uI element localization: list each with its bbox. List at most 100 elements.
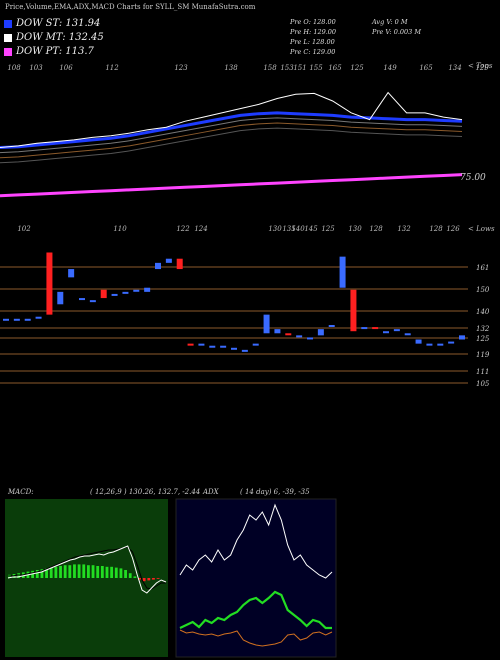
top-tick-label: 134 [448, 64, 461, 72]
adx-line-white [179, 503, 333, 579]
macd-histogram-bar [68, 565, 72, 578]
candle [46, 252, 53, 315]
candle [89, 300, 96, 303]
legend-dow-pt-label: DOW PT: 113.7 [16, 46, 94, 57]
top-tick-labels: 108 103 106 112 123 138 158 153 151 155 165 125 149 1… [7, 64, 489, 72]
top-tick-label: 125 [350, 64, 364, 72]
candle [100, 289, 107, 299]
macd-histogram-bar [124, 570, 127, 578]
ema-band-line [0, 127, 463, 164]
series-line-dow-st [0, 111, 463, 150]
ohlc-high: Pre H: 129.00 [290, 28, 337, 36]
candle [415, 339, 422, 344]
macd-histogram-bar [100, 566, 104, 578]
ohlc-open: Pre O: 128.00 [290, 18, 336, 26]
price-tick-label: 150 [476, 286, 490, 294]
candle [317, 329, 324, 336]
top-tick-label: 165 [328, 64, 342, 72]
macd-histogram-bar [63, 565, 67, 578]
candle [328, 325, 335, 327]
candles [3, 252, 465, 352]
bottom-tick-label: 128 [369, 225, 383, 233]
ohlc-low: Pre L: 128.00 [290, 38, 335, 46]
top-tick-label: 153 [280, 64, 294, 72]
candle [285, 333, 292, 336]
macd-histogram-bar [156, 578, 160, 579]
bottom-tick-label: 102 [17, 225, 31, 233]
macd-histogram-bar [119, 568, 123, 578]
macd-histogram-bar [138, 578, 141, 580]
candle [3, 318, 9, 321]
price-tick-label: 161 [476, 264, 489, 272]
macd-histogram-bar [152, 578, 155, 580]
macd-histogram-bar [45, 568, 48, 578]
price-label-75: 75.00 [460, 173, 486, 183]
macd-histogram-bar [105, 566, 109, 578]
macd-values: ( 12,26,9 ) 130.26, 132.7, -2.44 [90, 488, 201, 496]
legend-dow-mt: DOW MT: 132.45 [4, 32, 104, 43]
lows-axis-label: < Lows [468, 225, 495, 233]
bottom-tick-label: 145 [304, 225, 318, 233]
top-tick-label: 155 [309, 64, 323, 72]
candle [372, 327, 379, 330]
macd-histogram-bar [147, 578, 151, 581]
price-tick-label: 111 [476, 368, 489, 376]
top-tick-label: 138 [224, 64, 238, 72]
macd-histogram-bar [73, 564, 76, 578]
candle [111, 293, 118, 296]
bottom-tick-label: 110 [113, 225, 127, 233]
macd-label: MACD: [8, 488, 34, 496]
bottom-tick-label: 128 [429, 225, 443, 233]
top-tick-label: 112 [105, 64, 119, 72]
chart-title: Price,Volume,EMA,ADX,MACD Charts for SYL… [5, 3, 256, 11]
macd-histogram-bar [133, 576, 137, 578]
top-tick-label: 149 [383, 64, 397, 72]
top-tick-label: 106 [59, 64, 73, 72]
candle [176, 258, 183, 270]
adx-label: ADX [203, 488, 219, 496]
macd-histogram-bar [40, 569, 44, 578]
macd-chart [7, 545, 167, 594]
candle [437, 343, 444, 346]
ohlc-close: Pre C: 129.00 [290, 48, 336, 56]
ema-lines [0, 91, 463, 198]
avg-volume: Avg V: 0 M [372, 18, 408, 26]
candle [339, 256, 346, 288]
bottom-tick-label: 130 [348, 225, 362, 233]
top-tick-label: 103 [29, 64, 43, 72]
macd-line [7, 545, 167, 594]
macd-histogram-bar [82, 564, 86, 578]
legend-swatch-pt [4, 47, 12, 56]
bottom-tick-label: 126 [446, 225, 460, 233]
macd-histogram-bar [31, 570, 35, 578]
candle [307, 337, 313, 340]
adx-values: ( 14 day) 6, -39, -35 [240, 488, 310, 496]
price-tick-label: 119 [476, 351, 490, 359]
bottom-tick-label: 135 [282, 225, 296, 233]
candle [252, 343, 259, 346]
candle [361, 327, 368, 330]
candle [35, 316, 42, 319]
adx-line-green [179, 590, 332, 630]
legend-dow-pt: DOW PT: 113.7 [4, 46, 94, 57]
macd-histogram-bar [17, 573, 21, 578]
candle [165, 258, 172, 263]
series-line-dow-mt [0, 91, 463, 149]
top-tick-label: 158 [263, 64, 277, 72]
candle [426, 343, 433, 346]
candle [350, 289, 357, 332]
legend-swatch-mt [4, 33, 12, 42]
bottom-tick-label: 130 [268, 225, 282, 233]
candle [263, 314, 270, 334]
macd-histogram-bar [114, 567, 118, 578]
legend-dow-mt-label: DOW MT: 132.45 [16, 32, 104, 43]
macd-histogram-bar [91, 565, 95, 578]
adx-chart [179, 503, 333, 647]
price-tick-label: 105 [476, 380, 490, 388]
top-tick-label: 123 [174, 64, 188, 72]
macd-histogram-bar [59, 566, 62, 578]
candle [198, 343, 205, 346]
candle [274, 329, 281, 334]
macd-histogram-bar [96, 566, 100, 578]
candle [220, 345, 227, 348]
